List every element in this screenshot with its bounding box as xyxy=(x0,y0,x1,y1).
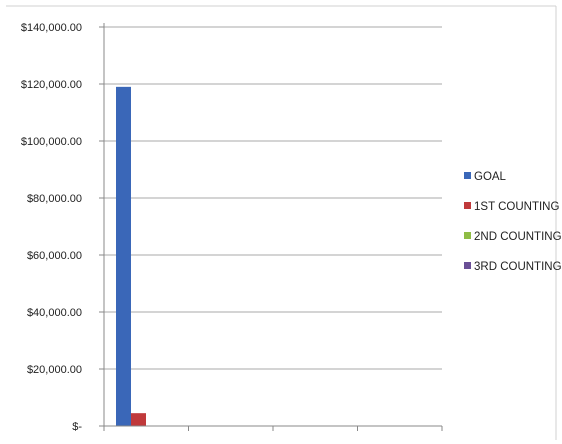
y-tick-label: $120,000.00 xyxy=(21,79,82,91)
y-tick-label: $80,000.00 xyxy=(27,193,82,205)
y-tick-label: $20,000.00 xyxy=(27,364,82,376)
legend-label: GOAL xyxy=(474,171,507,183)
y-tick-label: $140,000.00 xyxy=(21,22,82,34)
y-tick-label: $- xyxy=(72,421,82,433)
y-tick-label: $40,000.00 xyxy=(27,307,82,319)
legend-label: 2ND COUNTING xyxy=(474,231,562,243)
legend-swatch xyxy=(464,202,471,209)
legend-swatch xyxy=(464,172,471,179)
legend-swatch xyxy=(464,232,471,239)
bar-1st-counting xyxy=(131,413,146,426)
y-tick-label: $100,000.00 xyxy=(21,136,82,148)
legend-label: 1ST COUNTING xyxy=(474,201,559,213)
legend-label: 3RD COUNTING xyxy=(474,261,562,273)
bar-goal xyxy=(116,86,131,426)
legend-swatch xyxy=(464,262,471,269)
y-tick-label: $60,000.00 xyxy=(27,250,82,262)
